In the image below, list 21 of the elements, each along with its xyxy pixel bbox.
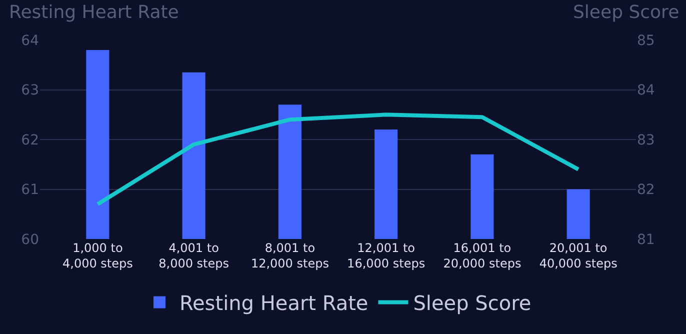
legend-label: Sleep Score — [413, 291, 532, 316]
y2-tick-label: 81 — [637, 232, 655, 248]
y-tick-label: 62 — [21, 132, 39, 148]
y-tick-label: 60 — [21, 232, 39, 248]
y2-tick-label: 83 — [637, 132, 655, 148]
legend-label: Resting Heart Rate — [180, 291, 368, 316]
y2-tick-label: 82 — [637, 182, 655, 198]
y2-axis-title: Sleep Score — [573, 2, 680, 23]
x-tick-label: 1,000 to 4,000 steps — [62, 241, 133, 271]
y2-tick-label: 84 — [637, 82, 655, 99]
x-tick-label: 8,001 to 12,000 steps — [250, 241, 329, 271]
y-tick-label: 61 — [21, 182, 39, 198]
line-series — [96, 112, 580, 206]
y-axis-title: Resting Heart Rate — [9, 2, 179, 23]
x-tick-label: 4,001 to 8,000 steps — [158, 241, 230, 271]
x-tick-label: 20,001 to 40,000 steps — [539, 241, 618, 271]
x-tick-label: 16,001 to 20,000 steps — [443, 241, 522, 271]
x-tick-label: 12,001 to 16,000 steps — [347, 241, 426, 271]
y-tick-label: 63 — [21, 82, 39, 99]
y2-tick-label: 85 — [637, 32, 655, 49]
y-tick-label: 64 — [21, 32, 40, 49]
